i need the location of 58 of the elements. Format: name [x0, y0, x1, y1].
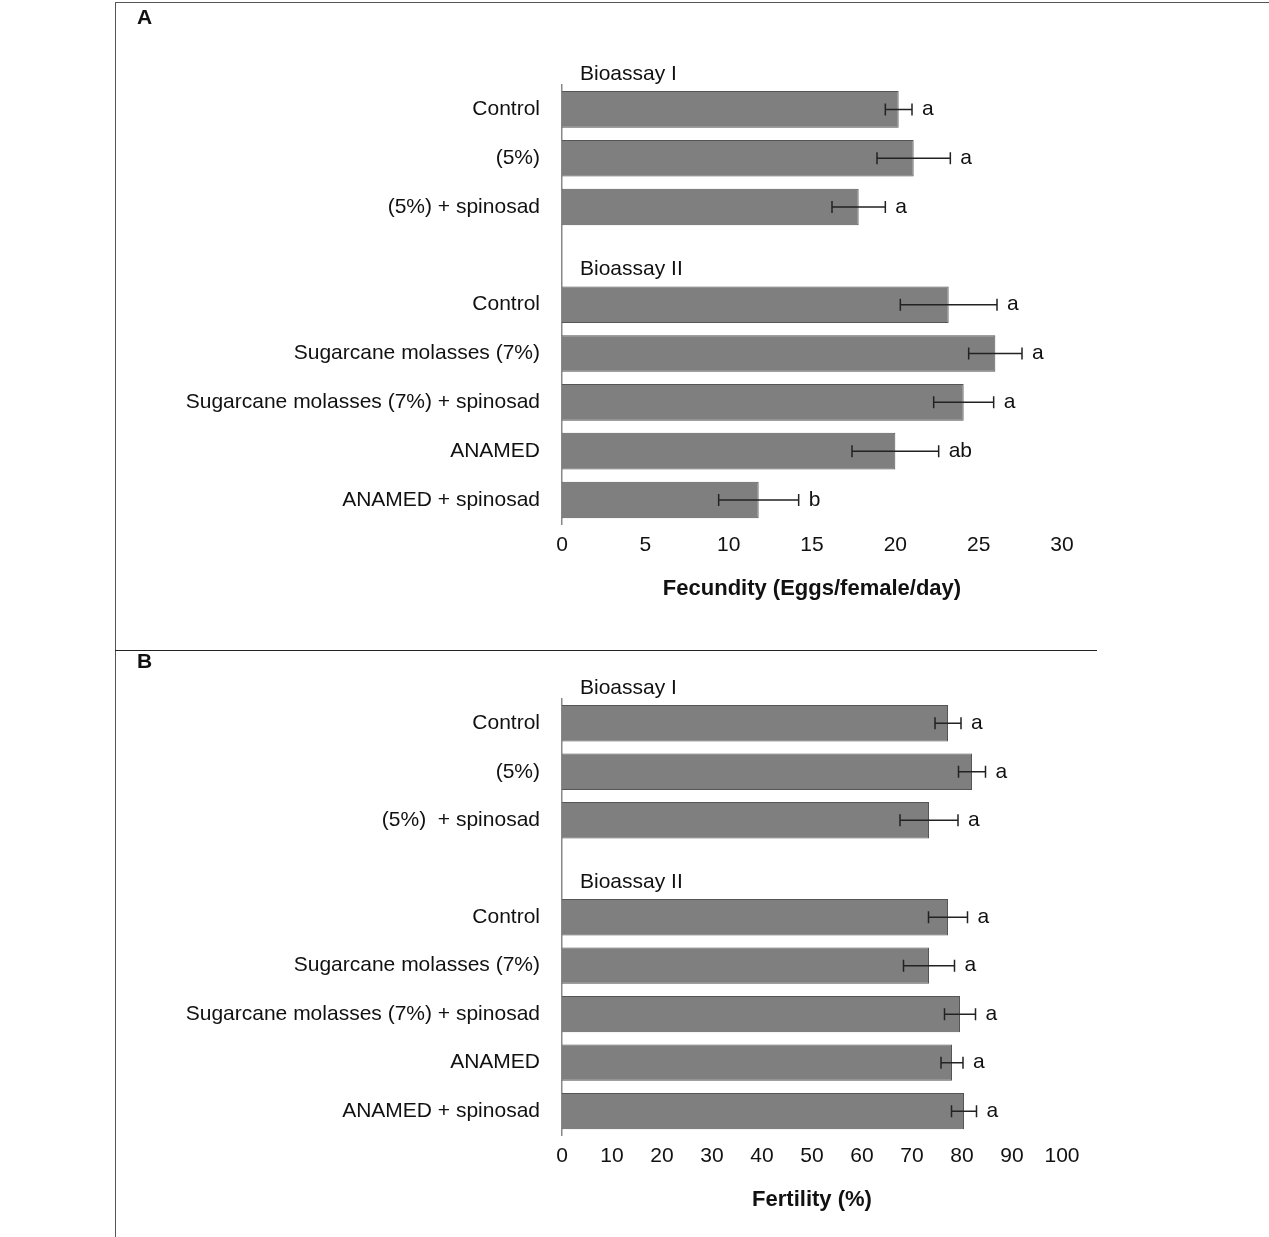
x-tick-label: 90 — [1000, 1142, 1024, 1166]
annotation: Bioassay I — [580, 675, 677, 699]
data-label: a — [895, 193, 908, 217]
x-tick-label: 50 — [800, 1142, 824, 1166]
y-tick-label: Sugarcane molasses (7%) — [293, 340, 540, 364]
data-label: a — [968, 807, 980, 831]
data-label: a — [1007, 291, 1019, 315]
y-tick-label: (5%) + spinosad — [381, 807, 540, 831]
y-tick-label: (5%) — [495, 758, 540, 782]
data-label: a — [986, 1097, 999, 1121]
annotation: Bioassay II — [580, 256, 683, 280]
data-label: a — [973, 1049, 985, 1073]
x-tick-label: 0 — [556, 531, 568, 555]
x-tick-label: 40 — [750, 1142, 774, 1166]
x-tick-label: 5 — [639, 531, 652, 555]
data-label: a — [964, 952, 977, 976]
x-tick-label: 30 — [700, 1142, 724, 1166]
data-label: a — [1003, 389, 1016, 413]
x-tick-label: 0 — [556, 1142, 568, 1166]
x-tick-label: 10 — [716, 531, 741, 555]
y-tick-label: Control — [472, 710, 540, 734]
y-tick-label: (5%) — [495, 145, 540, 169]
annotation: Bioassay I — [580, 61, 677, 85]
x-tick-label: 15 — [800, 531, 824, 555]
data-label: a — [977, 904, 990, 927]
data-label: ab — [948, 437, 973, 461]
y-tick-label: Control — [472, 904, 540, 927]
y-tick-label: Control — [472, 291, 540, 315]
data-label: a — [960, 145, 973, 169]
data-label: b — [808, 486, 821, 510]
x-tick-label: 80 — [950, 1142, 974, 1166]
data-label: a — [1032, 340, 1044, 364]
x-axis-title: Fertility (%) — [752, 1185, 872, 1211]
x-tick-label: 30 — [1050, 531, 1074, 555]
x-tick-label: 100 — [1044, 1142, 1080, 1166]
x-tick-label: 20 — [883, 531, 908, 555]
x-tick-label: 20 — [650, 1142, 674, 1166]
data-label: a — [971, 710, 983, 734]
y-tick-label: ANAMED — [450, 1049, 540, 1073]
y-tick-label: Sugarcane molasses (7%) + spinosad — [185, 389, 540, 413]
x-tick-label: 25 — [966, 531, 991, 555]
y-tick-label: Sugarcane molasses (7%) — [293, 952, 540, 976]
x-axis-title: Fecundity (Eggs/female/day) — [662, 574, 962, 600]
y-tick-label: Sugarcane molasses (7%) + spinosad — [185, 1000, 540, 1024]
data-label: a — [995, 758, 1008, 782]
y-tick-label: ANAMED + spinosad — [342, 486, 540, 510]
data-label: a — [922, 96, 934, 120]
text: B — [137, 648, 153, 672]
text: A — [137, 4, 153, 28]
y-tick-label: (5%) + spinosad — [387, 193, 540, 217]
y-tick-label: Control — [472, 96, 540, 120]
y-tick-label: ANAMED — [450, 437, 540, 461]
x-tick-label: 60 — [850, 1142, 874, 1166]
data-label: a — [985, 1000, 998, 1024]
x-tick-label: 70 — [900, 1142, 924, 1166]
y-tick-label: ANAMED + spinosad — [342, 1097, 540, 1121]
x-tick-label: 10 — [600, 1142, 624, 1166]
annotation: Bioassay II — [580, 869, 683, 893]
